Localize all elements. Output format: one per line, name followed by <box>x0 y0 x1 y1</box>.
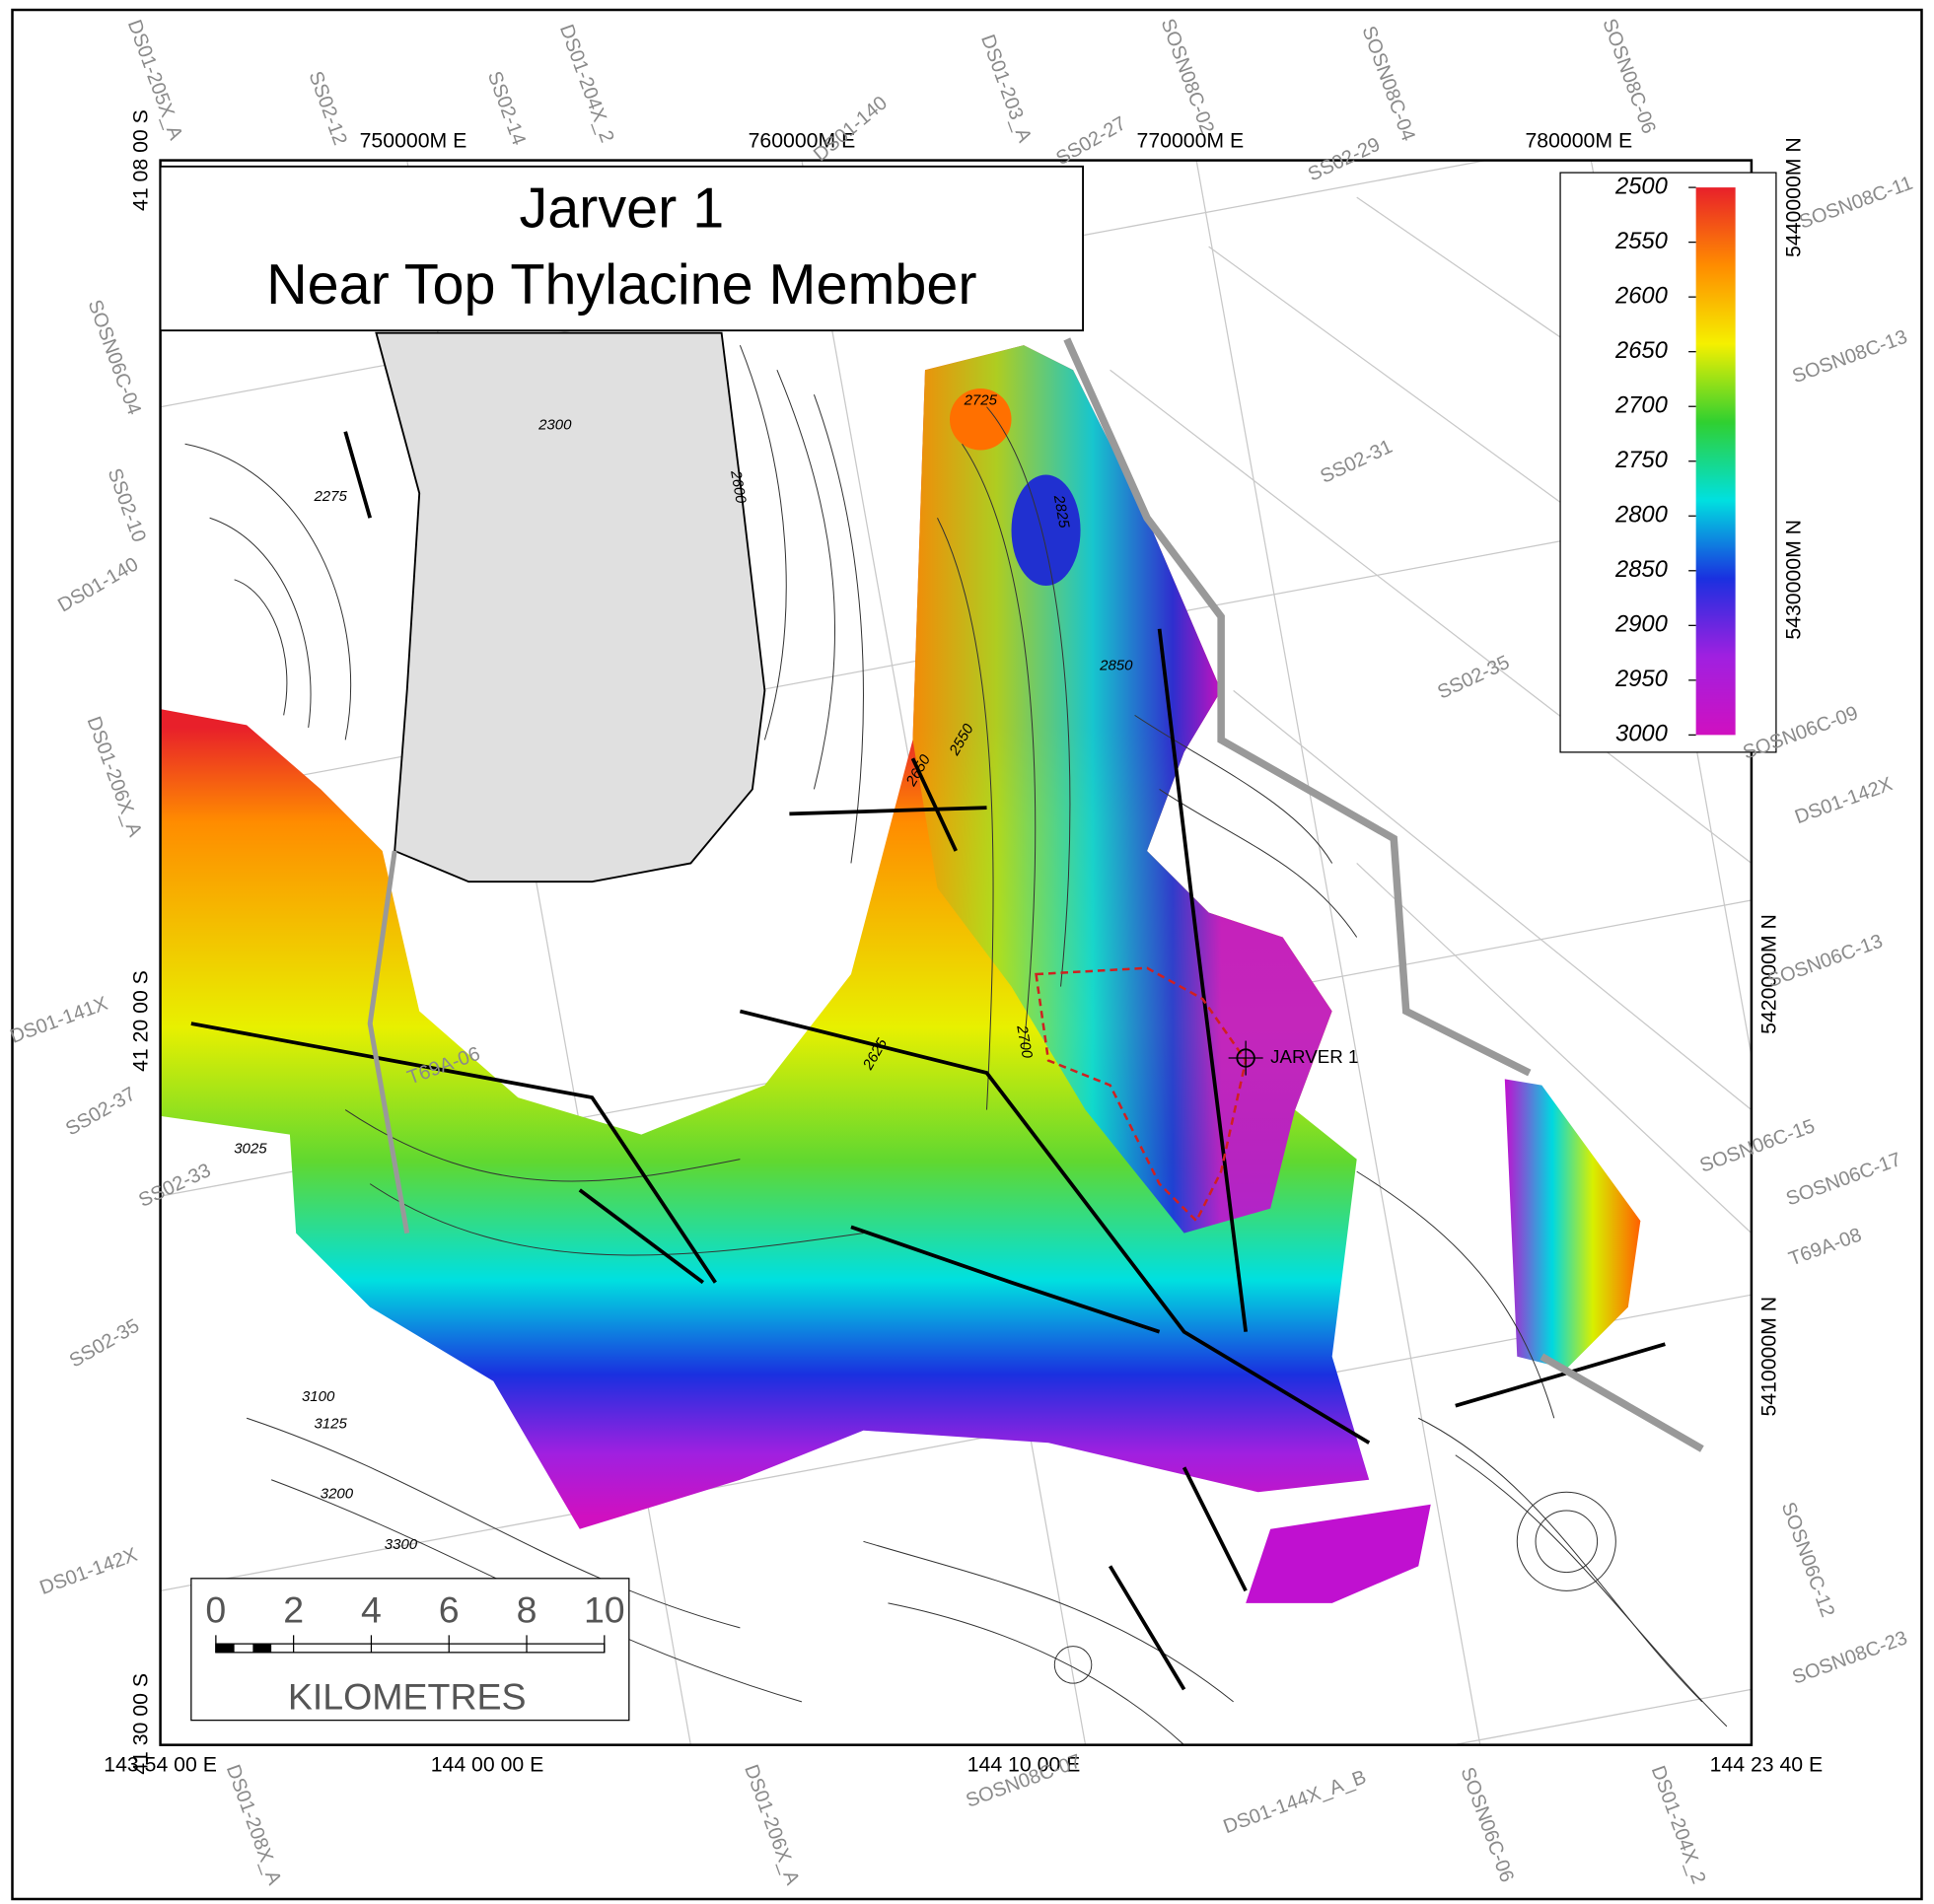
title-box <box>159 165 1084 332</box>
coordinate-label: 750000M E <box>360 128 467 152</box>
contour-label: 2725 <box>964 391 998 408</box>
legend-colorbar <box>1695 187 1736 736</box>
legend-tick-label: 2850 <box>1614 556 1669 583</box>
coordinate-label: 144 23 40 E <box>1710 1753 1824 1777</box>
scale-tick-label: 4 <box>361 1589 382 1631</box>
depth-low <box>1011 474 1081 587</box>
contour-label: 2275 <box>313 488 347 505</box>
legend-tick-label: 2700 <box>1614 391 1669 418</box>
contour-label: 2850 <box>1099 657 1133 673</box>
legend-tick-label: 3000 <box>1615 721 1669 747</box>
title: Jarver 1 <box>519 176 724 240</box>
coordinate-label: 5430000M N <box>1781 520 1805 640</box>
contour-label: 2825 <box>1050 493 1073 529</box>
contour-label: 2300 <box>537 416 572 433</box>
depth-surface-lobe <box>912 345 1332 1234</box>
boundary <box>1540 1353 1704 1452</box>
closure-outline <box>1035 966 1248 1224</box>
coordinate-label: 5420000M N <box>1756 914 1780 1034</box>
scale-tick-label: 6 <box>439 1589 460 1631</box>
coordinate-label: 41 20 00 S <box>128 970 152 1072</box>
no-data-area <box>375 331 766 883</box>
legend-tick-label: 2750 <box>1614 447 1669 473</box>
map-body <box>160 160 1752 1745</box>
depth-surface-strip <box>1504 1079 1641 1370</box>
depth-surface-south <box>1246 1504 1431 1603</box>
scale-tick-label: 8 <box>517 1589 537 1631</box>
legend-tick-label: 2800 <box>1614 502 1669 529</box>
boundary <box>1063 337 1532 1077</box>
scale-tick-label: 10 <box>584 1589 625 1631</box>
coordinate-label: 770000M E <box>1137 128 1245 152</box>
contour-label: 3300 <box>385 1536 418 1553</box>
legend-box <box>1559 172 1777 753</box>
legend-tick-label: 2600 <box>1614 282 1669 309</box>
contours <box>184 345 1728 1745</box>
legend-tick-label: 2900 <box>1614 611 1669 638</box>
contour-label: 2700 <box>1013 1023 1036 1060</box>
outer-border <box>11 8 1923 1901</box>
scale-tick-label: 2 <box>283 1589 304 1631</box>
legend-tick-label: 2650 <box>1614 337 1669 364</box>
scale-unit: KILOMETRES <box>288 1675 527 1717</box>
coordinate-label: 144 10 00 E <box>967 1753 1081 1777</box>
coordinate-label: 760000M E <box>749 128 856 152</box>
contour-label: 2600 <box>727 468 750 505</box>
legend-tick-label: 2950 <box>1614 666 1669 692</box>
well-label: JARVER 1 <box>1270 1046 1358 1067</box>
coordinate-label: 780000M E <box>1525 128 1632 152</box>
legend-tick-label: 2550 <box>1614 228 1669 254</box>
contour-label: 3125 <box>314 1415 347 1432</box>
contour-label: 3100 <box>302 1388 335 1405</box>
depth-high <box>949 388 1012 451</box>
coordinate-label: 143 54 00 E <box>104 1753 217 1777</box>
faults <box>190 431 1666 1691</box>
well-symbol <box>1228 1040 1263 1076</box>
map-frame <box>159 159 1754 1746</box>
subtitle: Near Top Thylacine Member <box>266 253 976 317</box>
coordinate-label: 41 08 00 S <box>128 109 152 211</box>
contour-label: 3025 <box>234 1141 267 1158</box>
coordinate-label: 41 30 00 S <box>128 1673 152 1775</box>
coordinate-label: 144 00 00 E <box>431 1753 544 1777</box>
scale-tick-label: 0 <box>205 1589 226 1631</box>
boundary <box>367 850 410 1234</box>
coordinate-label: 5410000M N <box>1756 1297 1780 1417</box>
coordinate-label: 5440000M N <box>1781 137 1805 257</box>
legend-tick-label: 2500 <box>1614 173 1669 199</box>
contour-label: 3200 <box>321 1486 354 1503</box>
